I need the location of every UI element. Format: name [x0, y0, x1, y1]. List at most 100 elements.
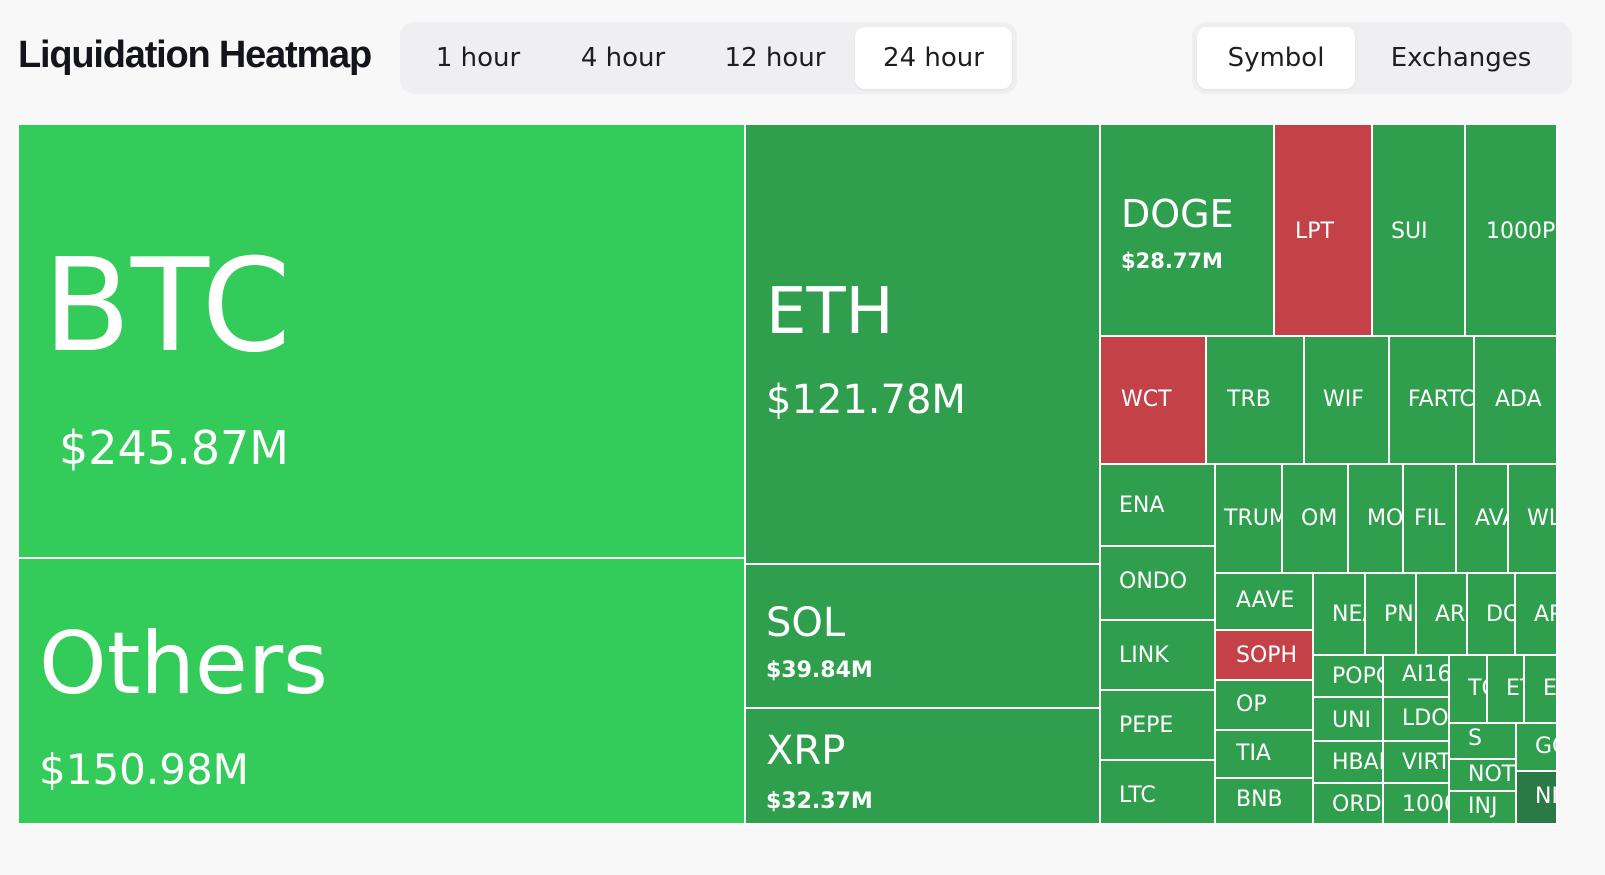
treemap-tile-fil[interactable]: FIL [1404, 465, 1457, 574]
tile-symbol: SOL [766, 600, 846, 646]
tile-symbol: Others [39, 614, 328, 714]
range-12-hour-button[interactable]: 12 hour [724, 43, 826, 73]
treemap-tile-ada[interactable]: ADA [1475, 337, 1558, 465]
tile-symbol: DOT [1486, 602, 1514, 627]
tile-symbol: NOT [1468, 762, 1516, 787]
tile-symbol: TON [1468, 676, 1486, 701]
treemap-tile-xrp[interactable]: XRP $32.37M [746, 709, 1101, 825]
tile-symbol: VIRTUAL [1402, 750, 1450, 775]
treemap-tile-s[interactable]: S [1450, 724, 1517, 760]
tile-symbol: ARB [1435, 602, 1466, 627]
treemap-tile-lpt[interactable]: LPT [1275, 125, 1373, 337]
treemap-tile-etc[interactable]: ETC [1488, 656, 1525, 724]
tile-symbol: BNB [1236, 787, 1283, 812]
tile-symbol: AI16Z [1402, 662, 1448, 687]
tile-symbol: GOAT [1535, 734, 1556, 759]
treemap-tile-bnb[interactable]: BNB [1216, 779, 1314, 825]
tile-symbol: PEPE [1119, 713, 1174, 738]
tile-value: $28.77M [1121, 249, 1223, 273]
treemap-tile-apt[interactable]: APT [1516, 574, 1558, 656]
tile-symbol: LPT [1295, 219, 1334, 244]
tile-symbol: LINK [1119, 643, 1169, 668]
treemap-tile-1000bonk[interactable]: 1000BONK [1384, 784, 1450, 825]
treemap-tile-soph[interactable]: SOPH [1216, 631, 1314, 681]
treemap-tile-popcat[interactable]: POPCAT [1314, 656, 1384, 698]
treemap-tile-ena[interactable]: ENA [1101, 465, 1216, 547]
treemap-tile-fartcoin[interactable]: FARTCOIN [1390, 337, 1475, 465]
treemap-tile-ldo[interactable]: LDO [1384, 698, 1450, 742]
treemap-tile-inj[interactable]: INJ [1450, 792, 1517, 825]
treemap-tile-moodeng[interactable]: MOODENG [1349, 465, 1404, 574]
tile-symbol: SUI [1391, 219, 1428, 244]
tile-symbol: WLD [1527, 506, 1556, 531]
treemap-tile-link[interactable]: LINK [1101, 621, 1216, 691]
treemap-tile-1000pepe[interactable]: 1000PEPE [1466, 125, 1558, 337]
tile-symbol: FIL [1414, 506, 1446, 531]
treemap-tile-pnut[interactable]: PNUT [1366, 574, 1417, 656]
treemap-tile-btc[interactable]: BTC $245.87M [19, 125, 746, 559]
treemap-tile-avax[interactable]: AVAX [1457, 465, 1509, 574]
treemap-tile-sui[interactable]: SUI [1373, 125, 1466, 337]
treemap-tile-hbar[interactable]: HBAR [1314, 742, 1384, 784]
treemap-tile-ondo[interactable]: ONDO [1101, 547, 1216, 621]
view-mode-selector: Symbol Exchanges [1192, 22, 1572, 94]
range-4-hour-button[interactable]: 4 hour [580, 43, 666, 73]
tile-symbol: NIL [1535, 784, 1558, 809]
tile-symbol: HBAR [1332, 750, 1382, 775]
treemap-tile-wif[interactable]: WIF [1305, 337, 1390, 465]
tile-symbol: ADA [1495, 387, 1542, 412]
treemap-tile-eigen[interactable]: EIGEN [1525, 656, 1558, 724]
treemap-tile-pepe[interactable]: PEPE [1101, 691, 1216, 761]
treemap-tile-ton[interactable]: TON [1450, 656, 1488, 724]
tile-symbol: ETC [1506, 676, 1523, 701]
tile-symbol: SOPH [1236, 643, 1298, 668]
treemap-tile-eth[interactable]: ETH $121.78M [746, 125, 1101, 565]
tile-symbol: WCT [1121, 387, 1172, 412]
treemap-tile-uni[interactable]: UNI [1314, 698, 1384, 742]
range-24-hour-button[interactable]: 24 hour [855, 27, 1012, 89]
treemap-tile-om[interactable]: OM [1283, 465, 1349, 574]
treemap-tile-doge[interactable]: DOGE $28.77M [1101, 125, 1275, 337]
tile-value: $150.98M [39, 745, 249, 794]
treemap-tile-ordi[interactable]: ORDI [1314, 784, 1384, 825]
tile-symbol: APT [1534, 602, 1556, 627]
time-range-selector: 1 hour 4 hour 12 hour 24 hour [400, 22, 1017, 94]
treemap-tile-trump[interactable]: TRUMP [1216, 465, 1283, 574]
tile-symbol: BTC [43, 232, 291, 381]
treemap-tile-aave[interactable]: AAVE [1216, 574, 1314, 631]
treemap-tile-nil[interactable]: NIL [1517, 772, 1558, 825]
tile-value: $121.78M [766, 377, 966, 423]
range-1-hour-button[interactable]: 1 hour [435, 43, 521, 73]
tile-symbol: POPCAT [1332, 664, 1382, 689]
treemap-tile-tia[interactable]: TIA [1216, 731, 1314, 779]
tile-symbol: XRP [766, 728, 846, 774]
tile-symbol: AVAX [1475, 506, 1507, 531]
treemap-tile-near[interactable]: NEAR [1314, 574, 1366, 656]
tile-symbol: 1000PEPE [1486, 219, 1556, 244]
treemap-tile-wld[interactable]: WLD [1509, 465, 1558, 574]
tile-symbol: TRUMP [1224, 506, 1281, 531]
tile-symbol: ENA [1119, 493, 1165, 518]
tile-symbol: TRB [1227, 387, 1271, 412]
tile-value: $32.37M [766, 789, 873, 814]
treemap-tile-ai16z[interactable]: AI16Z [1384, 656, 1450, 698]
symbol-view-button[interactable]: Symbol [1197, 27, 1355, 89]
tile-symbol: OM [1301, 506, 1338, 531]
treemap-tile-arb[interactable]: ARB [1417, 574, 1468, 656]
tile-symbol: NEAR [1332, 602, 1364, 627]
tile-symbol: DOGE [1121, 192, 1234, 236]
treemap-tile-not[interactable]: NOT [1450, 760, 1517, 792]
treemap-tile-op[interactable]: OP [1216, 681, 1314, 731]
treemap-tile-goat[interactable]: GOAT [1517, 724, 1558, 772]
treemap-tile-wct[interactable]: WCT [1101, 337, 1207, 465]
treemap-tile-virtual[interactable]: VIRTUAL [1384, 742, 1450, 784]
treemap-tile-others[interactable]: Others $150.98M [19, 559, 746, 825]
tile-symbol: FARTCOIN [1408, 387, 1475, 412]
treemap-tile-ltc[interactable]: LTC [1101, 761, 1216, 825]
treemap-tile-dot[interactable]: DOT [1468, 574, 1516, 656]
tile-symbol: WIF [1323, 387, 1364, 412]
treemap-tile-sol[interactable]: SOL $39.84M [746, 565, 1101, 709]
exchanges-view-button[interactable]: Exchanges [1390, 43, 1532, 73]
treemap-tile-trb[interactable]: TRB [1207, 337, 1305, 465]
tile-symbol: LDO [1402, 706, 1449, 731]
